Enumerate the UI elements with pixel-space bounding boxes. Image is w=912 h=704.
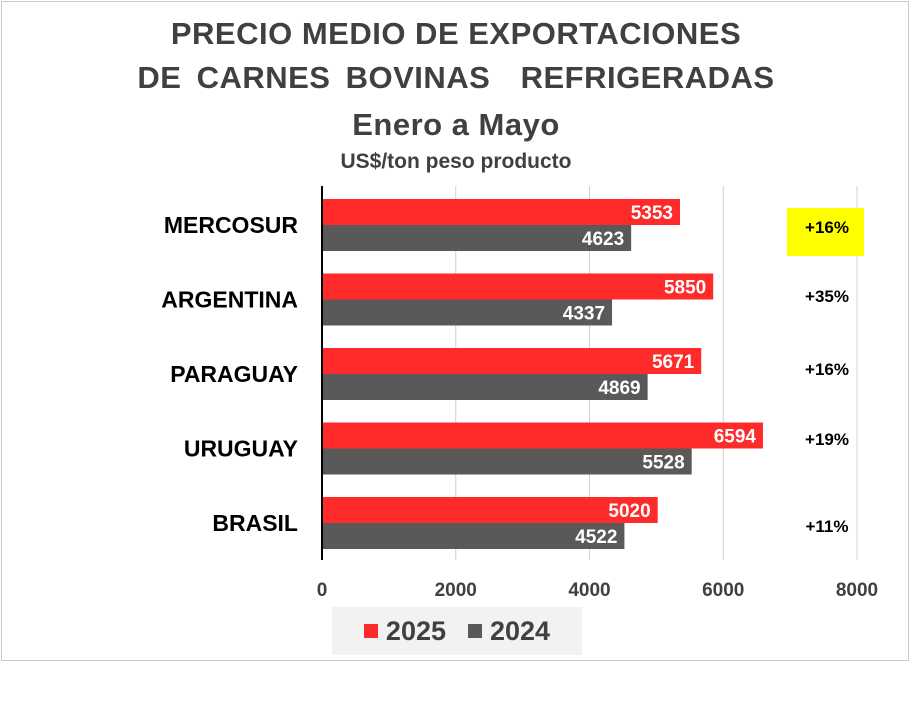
bar-value-label: 4337: [563, 304, 605, 325]
x-tick-label: 0: [317, 580, 328, 601]
bar-value-label: 6594: [714, 427, 757, 448]
legend-label-2024: 2024: [490, 615, 551, 646]
bar-2024-uruguay: [322, 448, 692, 475]
category-label: ARGENTINA: [161, 287, 298, 313]
chart-frame: PRECIO MEDIO DE EXPORTACIONES DE CARNES …: [1, 1, 909, 661]
bar-value-label: 5850: [664, 278, 706, 299]
bar-2024-brasil: [322, 523, 625, 549]
bar-2025-brasil: [322, 497, 658, 523]
bar-2025-argentina: [322, 273, 714, 300]
legend-label-2025: 2025: [385, 615, 446, 646]
annotation-highlight: [787, 208, 864, 256]
bar-value-label: 4869: [598, 378, 640, 399]
chart-title-line-2: DE CARNES BOVINAS REFRIGERADAS: [137, 60, 775, 95]
bar-value-label: 5671: [652, 352, 695, 373]
chart-legend: 2025 2024: [332, 607, 582, 655]
bar-chart-plot: 5353 4623 MERCOSUR +16% 5850 4337 ARGENTINA +35…: [161, 186, 878, 601]
bar-2024-argentina: [322, 299, 613, 326]
chart-title-line-3: Enero a Mayo: [352, 107, 560, 142]
bar-2025-mercosur: [322, 199, 680, 225]
legend-item-2024: 2024: [468, 616, 550, 647]
legend-swatch-2024: [468, 624, 482, 638]
bar-value-label: 5353: [631, 203, 673, 224]
change-annotation: +35%: [805, 287, 849, 306]
bar-2025-paraguay: [322, 348, 702, 374]
category-label: PARAGUAY: [170, 361, 298, 387]
x-tick-label: 2000: [435, 580, 477, 601]
bar-2025-uruguay: [322, 422, 763, 449]
x-tick-label: 6000: [702, 580, 744, 601]
change-annotation: +16%: [805, 360, 849, 379]
bar-value-label: 5020: [608, 501, 650, 522]
bar-value-label: 4623: [582, 229, 624, 250]
x-tick-label: 4000: [568, 580, 610, 601]
chart-title: PRECIO MEDIO DE EXPORTACIONES: [170, 16, 742, 51]
change-annotation: +16%: [805, 218, 849, 237]
category-label: BRASIL: [212, 510, 298, 536]
legend-item-2025: 2025: [363, 615, 446, 647]
change-annotation: +11%: [805, 517, 848, 536]
bar-value-label: 4522: [575, 527, 617, 548]
category-label: MERCOSUR: [164, 212, 299, 238]
legend-swatch-2025: [363, 624, 378, 638]
bar-2024-paraguay: [322, 374, 648, 400]
x-tick-label: 8000: [836, 580, 878, 601]
bar-value-label: 5528: [642, 453, 684, 474]
category-label: URUGUAY: [184, 436, 298, 462]
bar-2024-mercosur: [322, 225, 632, 251]
change-annotation: +19%: [805, 430, 849, 449]
chart-subtitle: US$/ton peso producto: [340, 150, 572, 173]
